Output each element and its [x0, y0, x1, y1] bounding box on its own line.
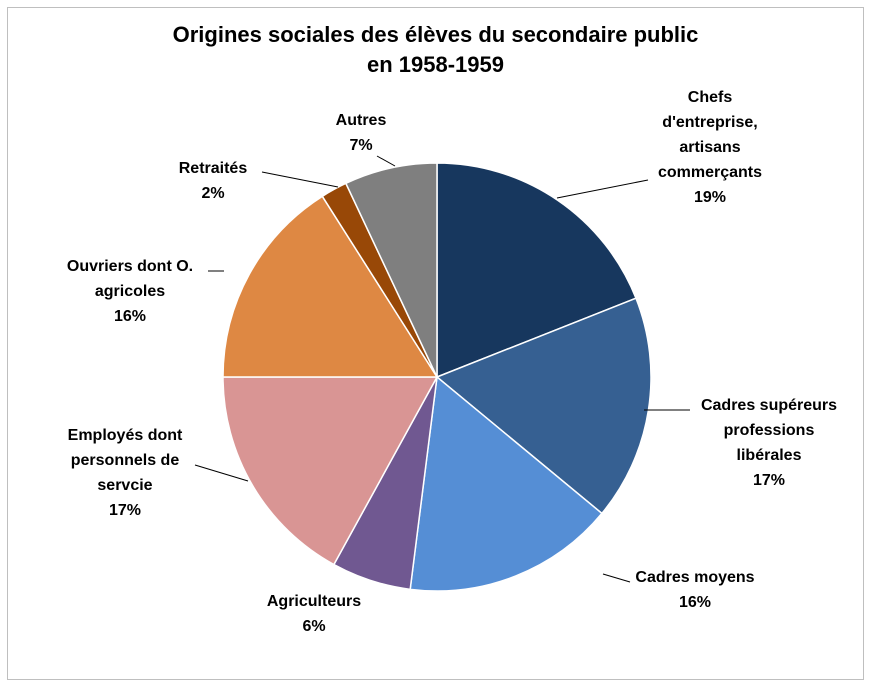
slice-label: Chefs d'entreprise, artisans commerçants 19%	[658, 89, 762, 206]
chart-title-line1: Origines sociales des élèves du secondai…	[172, 22, 699, 47]
chart-title-line2: en 1958-1959	[367, 52, 504, 77]
leader-line	[261, 171, 339, 188]
chart-title: Origines sociales des élèves du secondai…	[0, 20, 871, 80]
slice-label: Ouvriers dont O. agricoles 16%	[67, 258, 193, 325]
leader-line	[194, 464, 249, 482]
pie-slice	[409, 375, 603, 592]
leader-line	[602, 573, 631, 583]
pie-slice	[436, 162, 637, 379]
leader-line	[376, 155, 396, 167]
pie-slice	[344, 162, 438, 378]
slice-label: Employés dont personnels de servcie 17%	[68, 427, 183, 519]
slice-label: Cadres moyens 16%	[635, 569, 754, 611]
pie-slice	[222, 195, 439, 378]
pie-slice	[222, 376, 439, 566]
slice-label: Retraités 2%	[179, 160, 248, 202]
leader-line	[556, 179, 649, 199]
slice-label: Autres 7%	[336, 112, 387, 154]
slice-label: Cadres supéreurs professions libérales 17%	[701, 397, 837, 489]
slice-label: Agriculteurs 6%	[267, 593, 361, 635]
